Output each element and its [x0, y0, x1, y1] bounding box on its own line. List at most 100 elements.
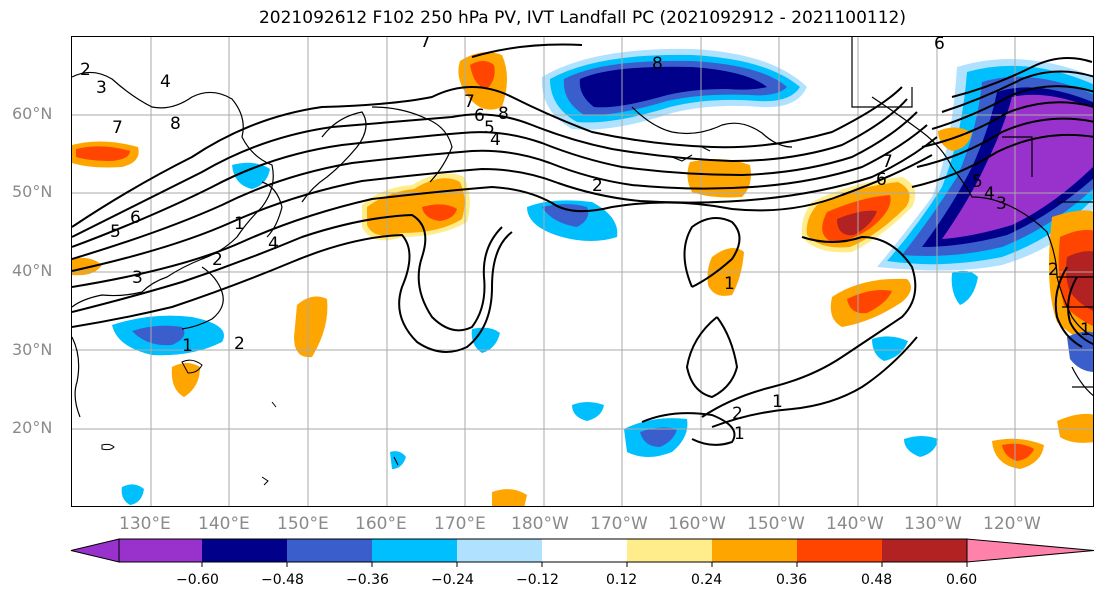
- colorbar-swatch-0: [119, 539, 202, 562]
- colorbar-tick-label-4: −0.24: [431, 572, 474, 588]
- contour-label-25: 2: [592, 176, 603, 196]
- shading-tropical-negative-core: [640, 427, 677, 447]
- colorbar-tick-label-5: −0.12: [516, 572, 559, 588]
- colorbar-ticks: [201, 562, 968, 567]
- contour-label-14: 8: [498, 104, 509, 124]
- contour-label-22: 5: [972, 172, 983, 192]
- shading-150e-positive: [294, 296, 328, 358]
- shading-south-negative-2: [904, 436, 938, 457]
- contour-label-3: 3: [96, 78, 107, 98]
- colorbar-extend-right: [966, 538, 1095, 563]
- lat-label-50n: 50°N: [12, 182, 53, 201]
- lon-label-160e: 160°E: [355, 514, 407, 534]
- lat-label-40n: 40°N: [12, 261, 53, 280]
- colorbar-swatch-7: [712, 539, 797, 562]
- contour-label-8: 6: [130, 208, 141, 228]
- shading-south-positive-3: [1057, 413, 1093, 443]
- colorbar-swatch-9: [882, 539, 967, 562]
- contour-label-4: 4: [160, 72, 171, 92]
- colorbar-tick-label-1: −0.60: [176, 572, 219, 588]
- shading-south-negative-1: [572, 402, 604, 421]
- contour-label-26: 1: [724, 274, 735, 294]
- ivt-shading: [72, 48, 1093, 506]
- colorbar-swatch-6: [627, 539, 712, 562]
- contour-label-9: 5: [110, 222, 121, 242]
- colorbar-tick-label-6: 0.12: [606, 572, 638, 588]
- colorbar-swatch-2: [287, 539, 372, 562]
- shading-misc-negative-4: [121, 484, 144, 505]
- colorbar-tick-label-8: 0.36: [776, 572, 808, 588]
- contour-label-12: 2: [212, 250, 223, 270]
- contour-label-24: 3: [996, 194, 1007, 214]
- shading-bering-negative-core: [579, 66, 767, 108]
- contour-label-19: 6: [934, 37, 945, 54]
- lon-label-150e: 150°E: [277, 514, 329, 534]
- contour-label-33: 1: [234, 214, 245, 234]
- lon-label-130w: 130°W: [904, 514, 962, 534]
- lat-label-60n: 60°N: [12, 104, 53, 123]
- colorbar-swatches: [70, 538, 1095, 563]
- contour-label-5: 2: [80, 60, 91, 80]
- islands: [101, 359, 399, 486]
- shading-central-positive-core: [422, 204, 457, 221]
- contour-label-23: 4: [984, 184, 995, 204]
- map-canvas: 7 8 3 4 2 8 7 6 5 4 3 2 1 8 7 6 5 4 6 7 …: [72, 37, 1093, 506]
- lon-label-140w: 140°W: [826, 514, 884, 534]
- lon-label-130e: 130°E: [119, 514, 171, 534]
- shading-west-positive-core: [76, 146, 130, 161]
- lon-label-170w: 170°W: [590, 514, 648, 534]
- contour-label-16: 6: [474, 106, 485, 126]
- contour-label-13: 1: [182, 336, 193, 356]
- graticule: [72, 37, 1093, 506]
- shading-165w-negative-core: [542, 204, 589, 227]
- colorbar-tick-label-3: −0.36: [346, 572, 389, 588]
- shading-misc-negative-1: [872, 336, 908, 361]
- contour-label-27: 2: [1048, 260, 1059, 280]
- contour-label-21: 6: [876, 170, 887, 190]
- shading-japan-negative-core: [132, 325, 185, 346]
- lon-label-180w: 180°W: [511, 514, 569, 534]
- contour-label-15: 7: [464, 92, 475, 112]
- shading-misc-negative-2: [951, 270, 978, 305]
- pv-contours: [72, 43, 1093, 446]
- map-title: 2021092612 F102 250 hPa PV, IVT Landfall…: [258, 8, 906, 28]
- shading-south-positive: [171, 363, 200, 397]
- colorbar-tick-label-9: 0.48: [861, 572, 893, 588]
- colorbar-swatch-1: [202, 539, 287, 562]
- lon-label-160w: 160°W: [668, 514, 726, 534]
- colorbar-tick-label-10: 0.60: [946, 572, 978, 588]
- contour-label-20: 7: [882, 152, 893, 172]
- lon-label-140e: 140°E: [198, 514, 250, 534]
- lon-label-150w: 150°W: [747, 514, 805, 534]
- contour-label-32: 1: [734, 424, 745, 444]
- contour-label-28: 1: [1080, 320, 1091, 340]
- contour-label-30: 1: [772, 392, 783, 412]
- map-panel: 7 8 3 4 2 8 7 6 5 4 3 2 1 8 7 6 5 4 6 7 …: [71, 36, 1094, 507]
- contour-label-10: 4: [268, 234, 279, 254]
- shading-east-asia-negative: [232, 162, 270, 189]
- colorbar-extend-left: [70, 538, 120, 563]
- contour-label-7: 7: [420, 37, 431, 52]
- contour-label-6: 8: [652, 54, 663, 74]
- contour-label-18: 4: [490, 130, 501, 150]
- contour-label-17: 5: [484, 118, 495, 138]
- lon-label-170e: 170°E: [434, 514, 486, 534]
- colorbar-tick-label-7: 0.24: [691, 572, 723, 588]
- colorbar-tick-label-2: −0.48: [261, 572, 304, 588]
- shading-california-positive-core: [1066, 251, 1093, 311]
- colorbar-swatch-8: [797, 539, 882, 562]
- shading-gulf-negative-core: [942, 94, 1093, 239]
- lon-label-120w: 120°W: [983, 514, 1041, 534]
- shading-south-positive-4: [492, 489, 527, 506]
- contour-label-2: 8: [170, 114, 181, 134]
- shading-south-positive-2-core: [1002, 443, 1034, 461]
- lat-label-30n: 30°N: [12, 340, 53, 359]
- contour-label-11: 3: [132, 268, 143, 288]
- colorbar-outline: [118, 538, 968, 563]
- coastlines: [72, 37, 1093, 418]
- shading-misc-negative-5: [390, 451, 406, 469]
- contour-labels: 7 8 3 4 2 8 7 6 5 4 3 2 1 8 7 6 5 4 6 7 …: [80, 37, 1091, 444]
- contour-label-1: 7: [112, 118, 123, 138]
- contour-label-31: 2: [234, 334, 245, 354]
